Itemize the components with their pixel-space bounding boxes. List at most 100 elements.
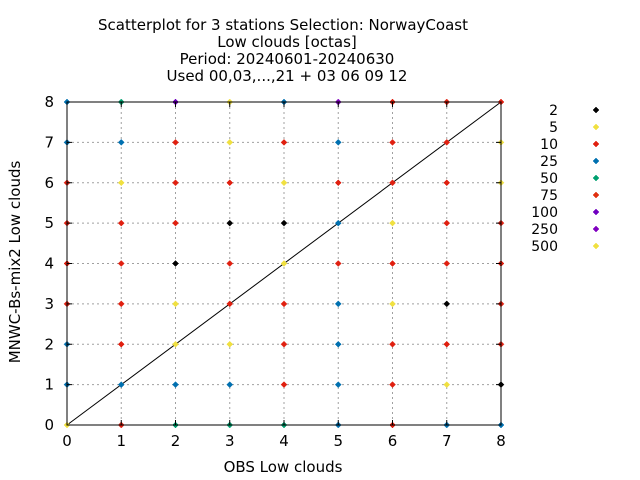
x-tick-label: 7 <box>442 432 452 450</box>
legend-item: 500 <box>531 239 600 255</box>
data-point <box>443 381 451 388</box>
legend-marker <box>592 106 600 114</box>
legend-label: 50 <box>540 171 558 187</box>
legend-label: 75 <box>540 188 558 204</box>
data-point <box>117 260 125 267</box>
data-point <box>226 260 234 267</box>
data-point <box>226 219 234 227</box>
x-tick-label: 3 <box>225 432 235 450</box>
data-point <box>389 179 396 187</box>
legend-marker <box>592 242 600 250</box>
legend-item: 25 <box>540 154 600 170</box>
legend-marker <box>592 225 600 233</box>
data-point <box>117 139 125 146</box>
legend-label: 100 <box>531 205 558 221</box>
y-tick-label: 1 <box>44 376 54 394</box>
legend-marker <box>592 208 600 216</box>
y-tick-label: 5 <box>44 214 54 232</box>
data-point <box>443 219 451 227</box>
data-point <box>443 179 451 187</box>
data-point <box>117 381 125 388</box>
data-point <box>172 139 179 146</box>
data-point <box>334 300 342 308</box>
data-point <box>117 219 125 227</box>
data-point <box>280 219 288 227</box>
data-point <box>443 300 451 308</box>
y-tick-label: 8 <box>44 93 54 111</box>
data-point <box>172 340 179 348</box>
x-tick-label: 8 <box>496 432 506 450</box>
y-tick-label: 4 <box>44 255 54 273</box>
data-point <box>389 381 396 388</box>
legend-item: 100 <box>531 205 600 221</box>
legend-label: 10 <box>540 137 558 153</box>
data-point <box>280 139 288 146</box>
legend-item: 5 <box>549 120 600 136</box>
data-point <box>172 300 179 308</box>
y-tick-label: 7 <box>44 133 54 151</box>
data-point <box>280 340 288 348</box>
y-tick-label: 0 <box>44 416 54 434</box>
legend-label: 5 <box>549 120 558 136</box>
data-point <box>280 300 288 308</box>
x-tick-label: 1 <box>116 432 126 450</box>
x-tick-label: 6 <box>388 432 398 450</box>
data-point <box>117 300 125 308</box>
data-point <box>389 139 396 146</box>
data-point <box>334 381 342 388</box>
data-point <box>443 340 451 348</box>
y-tick-label: 6 <box>44 174 54 192</box>
data-point <box>280 179 288 187</box>
legend-item: 10 <box>540 137 600 153</box>
data-point <box>226 381 234 388</box>
data-point <box>226 139 234 146</box>
data-point <box>172 179 179 187</box>
title-line-3: Period: 20240601-20240630 <box>180 50 395 68</box>
legend-marker <box>592 174 600 182</box>
axis-ticks: 0 1 2 3 4 5 6 7 8 0 1 2 3 4 5 6 7 8 <box>44 93 505 450</box>
data-point <box>172 381 179 388</box>
chart-title: Scatterplot for 3 stations Selection: No… <box>98 16 468 85</box>
legend-item: 250 <box>531 222 600 238</box>
data-point <box>389 260 396 267</box>
data-point <box>443 260 451 267</box>
data-point <box>334 340 342 348</box>
data-point <box>334 219 342 227</box>
data-point <box>117 340 125 348</box>
title-line-1: Scatterplot for 3 stations Selection: No… <box>98 16 468 34</box>
data-point <box>334 179 342 187</box>
x-tick-label: 4 <box>279 432 289 450</box>
x-tick-label: 0 <box>62 432 72 450</box>
legend-item: 2 <box>549 103 600 119</box>
data-point <box>334 260 342 267</box>
legend-label: 2 <box>549 103 558 119</box>
data-point <box>226 340 234 348</box>
data-point <box>389 300 396 308</box>
title-line-2: Low clouds [octas] <box>217 33 357 51</box>
legend-label: 250 <box>531 222 558 238</box>
data-point <box>172 219 179 227</box>
x-tick-label: 5 <box>333 432 343 450</box>
legend-label: 25 <box>540 154 558 170</box>
legend-item: 50 <box>540 171 600 187</box>
y-tick-label: 3 <box>44 295 54 313</box>
x-axis-label: OBS Low clouds <box>224 458 343 476</box>
data-point <box>389 219 396 227</box>
legend-marker <box>592 191 600 199</box>
data-point <box>226 300 234 308</box>
legend-item: 75 <box>540 188 600 204</box>
data-point <box>443 139 451 146</box>
y-tick-label: 2 <box>44 335 54 353</box>
title-line-4: Used 00,03,...,21 + 03 06 09 12 <box>167 67 408 85</box>
data-point <box>226 179 234 187</box>
x-tick-label: 2 <box>171 432 181 450</box>
data-point <box>389 340 396 348</box>
legend-label: 500 <box>531 239 558 255</box>
legend-marker <box>592 157 600 165</box>
data-point <box>172 260 179 267</box>
y-axis-label: MNWC-Bs-mix2 Low clouds <box>6 161 24 364</box>
data-point <box>280 381 288 388</box>
legend-marker <box>592 140 600 148</box>
data-point <box>334 139 342 146</box>
